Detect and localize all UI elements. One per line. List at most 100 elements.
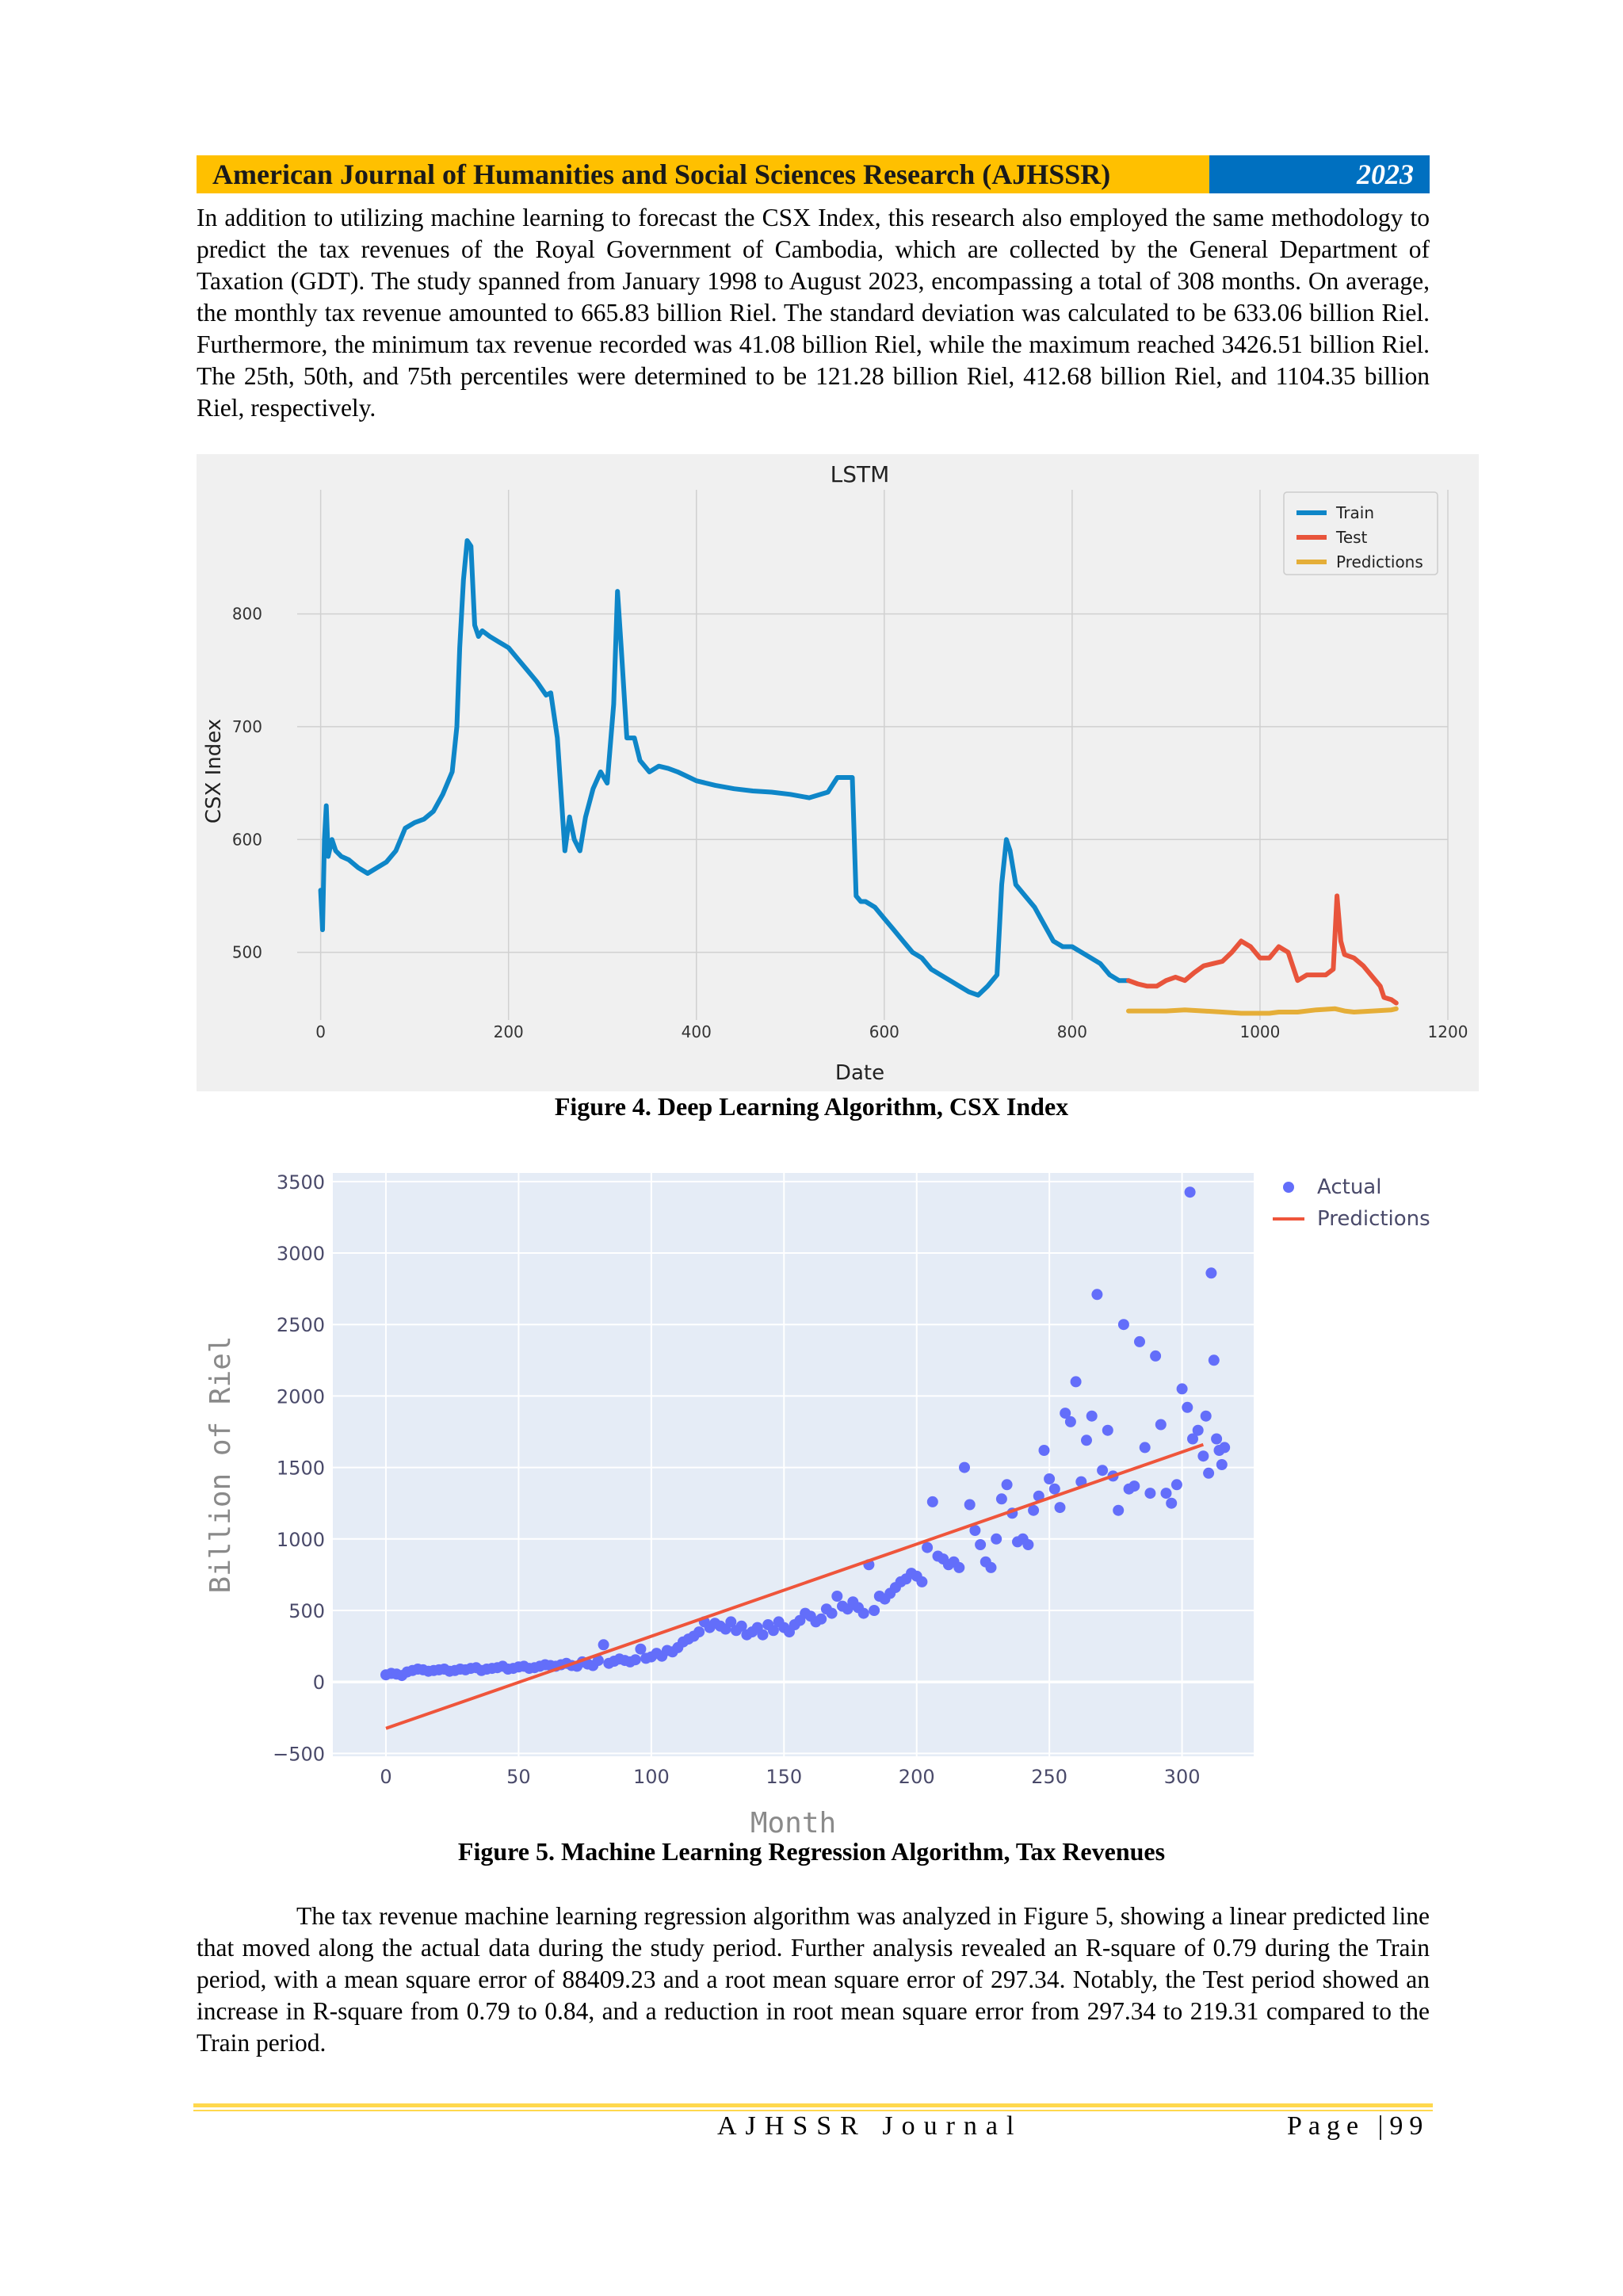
figure4-xtick-label: 1200 <box>1428 1022 1468 1041</box>
figure5-ytick-label: 2500 <box>277 1314 325 1336</box>
figure5-actual-point <box>815 1613 827 1625</box>
figure5-actual-point <box>1038 1445 1050 1456</box>
figure5-actual-point <box>1155 1419 1167 1431</box>
figure5-xtick-label: 250 <box>1031 1766 1067 1788</box>
figure5-actual-point <box>1054 1502 1066 1514</box>
figure5-actual-point <box>725 1616 737 1628</box>
figure5-actual-point <box>1208 1354 1220 1366</box>
figure4-xtick-label: 0 <box>315 1022 326 1041</box>
footer-rule-thin <box>193 2110 1433 2111</box>
figure5-actual-point <box>1211 1433 1223 1445</box>
figure5-actual-point <box>969 1525 981 1536</box>
figure5-actual-point <box>926 1496 938 1507</box>
figure4-legend-label: Train <box>1335 503 1374 522</box>
figure4-xlabel: Date <box>835 1061 884 1085</box>
figure5-actual-point <box>1192 1424 1204 1436</box>
figure5-ytick-label: 3000 <box>277 1243 325 1265</box>
figure5-actual-point <box>1166 1497 1178 1509</box>
figure4-background <box>197 454 1479 1091</box>
figure5-actual-point <box>1028 1504 1040 1516</box>
figure5-xtick-label: 100 <box>633 1766 670 1788</box>
figure5-actual-point <box>1113 1504 1125 1516</box>
figure5-actual-point <box>1219 1442 1231 1454</box>
figure5-actual-point <box>1197 1450 1209 1462</box>
figure5-actual-point <box>1044 1473 1056 1484</box>
figure4-legend: Train Test Predictions <box>1283 491 1438 575</box>
figure5-actual-point <box>964 1499 976 1511</box>
figure5-actual-point <box>959 1461 970 1473</box>
figure4-series-test <box>1126 893 1399 1006</box>
figure4-series-train <box>318 538 1131 998</box>
figure4-lstm-chart: LSTM Date CSX Index 0 200 400 600 800 1000 120… <box>197 454 1479 1091</box>
figure5-actual-point <box>1184 1186 1196 1198</box>
figure5-ytick-label: 1500 <box>277 1457 325 1480</box>
figure5-actual-point <box>995 1493 1007 1505</box>
figure5-actual-point <box>757 1629 769 1641</box>
journal-header: American Journal of Humanities and Socia… <box>197 155 1430 193</box>
figure5-actual-point <box>1170 1479 1182 1491</box>
figure5-xtick-label: 0 <box>380 1766 391 1788</box>
figure5-actual-point <box>598 1639 609 1651</box>
figure5-actual-point <box>1097 1465 1109 1477</box>
figure5-regression-chart: 0 50 100 150 200 250 300 −500 0 500 1000 1500 2000 25… <box>204 1171 1430 1839</box>
figure5-actual-point <box>916 1576 928 1587</box>
figure4-ytick-label: 700 <box>232 717 262 736</box>
figure5-actual-point <box>922 1541 934 1553</box>
figure5-ytick-label: 500 <box>288 1600 325 1622</box>
figure4-xtick-label: 200 <box>494 1022 524 1041</box>
figure4-xtick-label: 600 <box>869 1022 899 1041</box>
figure5-actual-point <box>1182 1401 1193 1413</box>
footer-rule <box>193 2103 1433 2107</box>
figure5-ytick-label: 0 <box>313 1671 325 1694</box>
figure5-actual-point <box>1102 1424 1113 1436</box>
figure5-legend-label: Actual <box>1317 1175 1381 1199</box>
figure4-ylabel: CSX Index <box>202 719 226 823</box>
figure5-actual-point <box>767 1625 779 1637</box>
figure5-actual-point <box>1086 1410 1098 1422</box>
figure5-xtick-label: 300 <box>1164 1766 1201 1788</box>
analysis-paragraph: The tax revenue machine learning regress… <box>197 1902 1430 2057</box>
figure5-ylabel: Billion of Riel <box>204 1335 237 1593</box>
figure4-ytick-label: 500 <box>232 943 262 962</box>
figure4-caption: Figure 4. Deep Learning Algorithm, CSX I… <box>554 1092 1069 1121</box>
figure5-actual-point <box>1176 1383 1188 1395</box>
figure5-ytick-label: 1000 <box>277 1529 325 1551</box>
figure5-actual-point <box>1048 1483 1060 1495</box>
figure4-ytick-label: 800 <box>232 605 262 624</box>
figure5-actual-point <box>1001 1479 1013 1491</box>
figure5-xtick-label: 200 <box>899 1766 935 1788</box>
figure5-actual-point <box>693 1626 705 1638</box>
figure5-legend: Actual Predictions <box>1273 1175 1430 1231</box>
figure5-actual-point <box>953 1561 965 1573</box>
figure4-legend-label: Test <box>1335 528 1368 547</box>
figure5-actual-point <box>857 1607 869 1619</box>
figure4-ytick-label: 600 <box>232 830 262 849</box>
figure5-actual-point <box>1091 1289 1103 1301</box>
intro-paragraph: In addition to utilizing machine learnin… <box>197 204 1430 422</box>
figure5-actual-point <box>1134 1335 1145 1347</box>
figure5-actual-point <box>1022 1539 1034 1550</box>
figure5-actual-point <box>1128 1480 1140 1492</box>
figure5-caption: Figure 5. Machine Learning Regression Al… <box>457 1837 1166 1866</box>
figure5-actual-point <box>735 1620 747 1632</box>
footer-journal: AJHSSR Journal <box>717 2111 1023 2141</box>
figure5-actual-point <box>592 1655 604 1667</box>
figure4-legend-label: Predictions <box>1336 552 1423 571</box>
figure5-legend-label: Predictions <box>1317 1207 1430 1231</box>
figure4-xtick-label: 1000 <box>1239 1022 1280 1041</box>
figure5-actual-point <box>1187 1433 1198 1445</box>
figure5-actual-point <box>1144 1488 1156 1499</box>
figure5-actual-point <box>1117 1319 1129 1331</box>
figure5-xtick-label: 50 <box>506 1766 531 1788</box>
figure5-prediction-line <box>385 1442 1205 1730</box>
figure5-actual-point <box>831 1591 843 1602</box>
figure4-title: LSTM <box>831 461 890 487</box>
figure4-xtick-label: 400 <box>682 1022 712 1041</box>
figure5-actual-point <box>975 1539 987 1550</box>
figure5-actual-point <box>1060 1408 1071 1419</box>
figure5-actual-point <box>1216 1459 1228 1470</box>
figure5-actual-point <box>1064 1415 1076 1427</box>
figure5-actual-point <box>1139 1442 1151 1454</box>
figure5-xtick-label: 150 <box>766 1766 802 1788</box>
figure5-ytick-label: 2000 <box>277 1385 325 1408</box>
